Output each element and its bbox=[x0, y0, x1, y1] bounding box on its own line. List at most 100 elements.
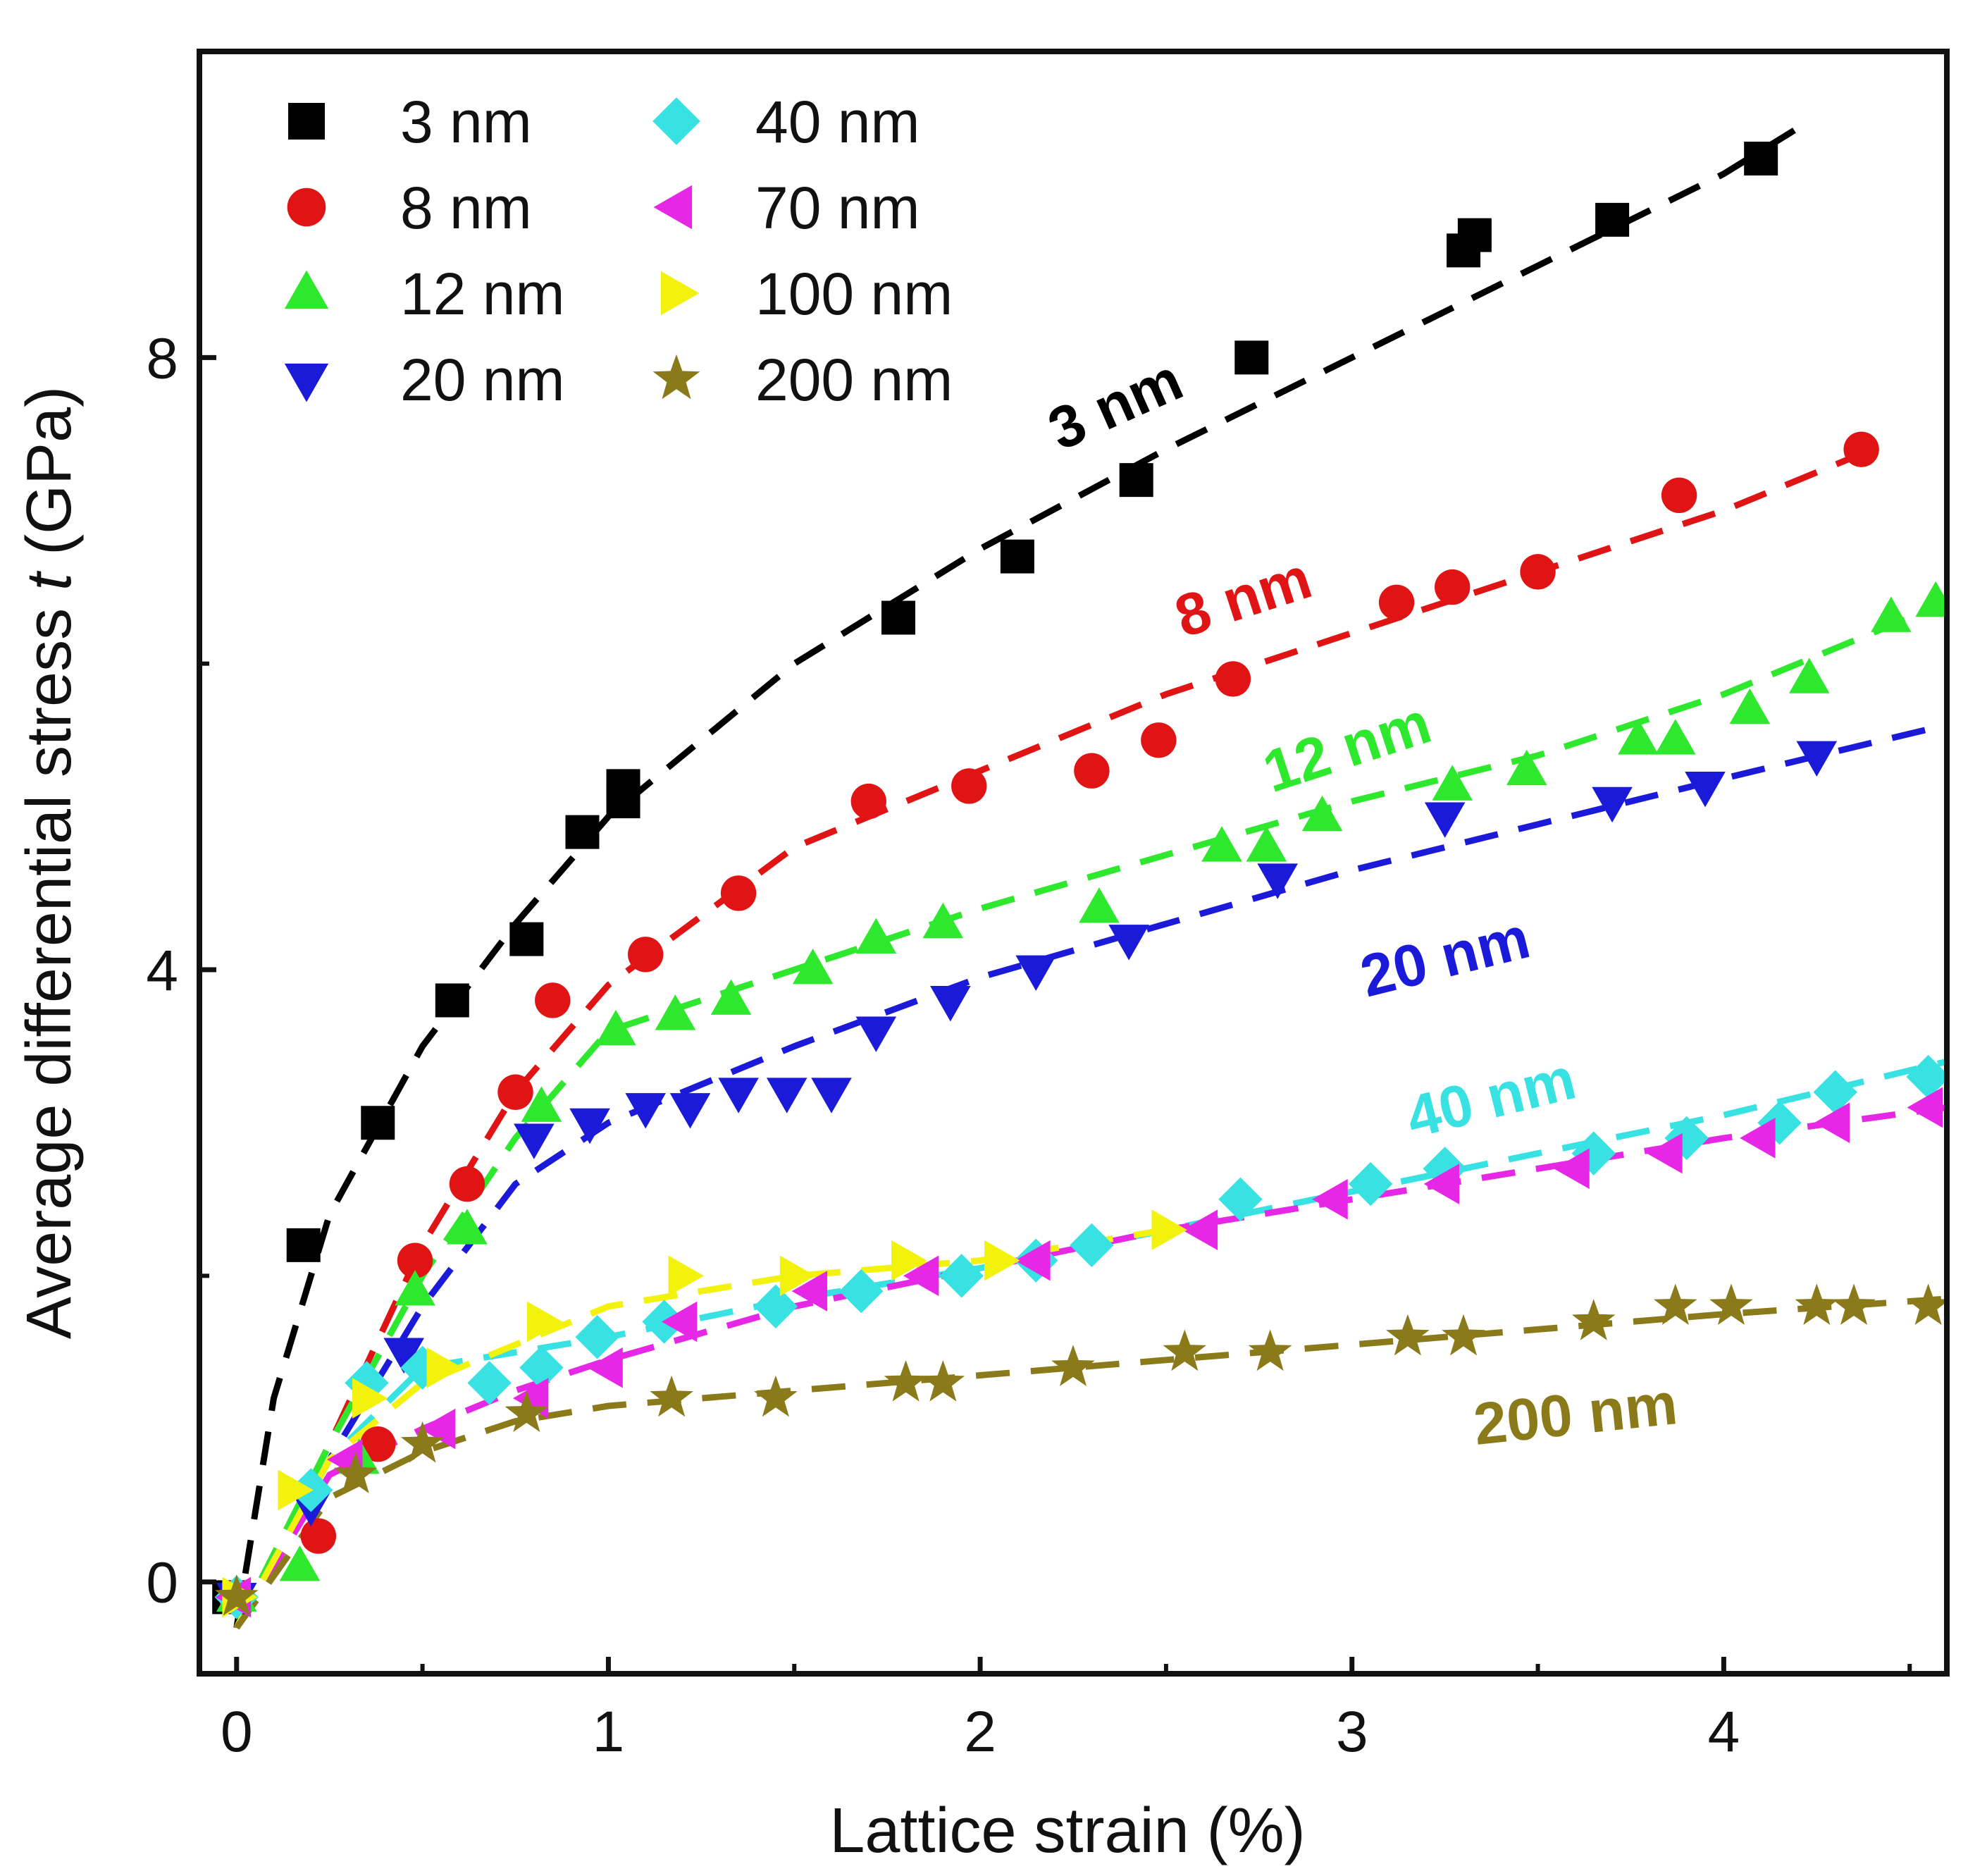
data-point bbox=[565, 815, 600, 849]
legend-item-40-nm: 40 nm bbox=[652, 89, 920, 155]
legend-label: 200 nm bbox=[755, 347, 953, 413]
legend-item-200-nm: 200 nm bbox=[652, 347, 953, 413]
data-point bbox=[1246, 826, 1287, 862]
data-point bbox=[467, 1361, 512, 1405]
data-point bbox=[1386, 1314, 1430, 1356]
data-point bbox=[1348, 1161, 1393, 1207]
curve-label-200-nm: 200 nm bbox=[1471, 1370, 1680, 1457]
data-point bbox=[1906, 1283, 1947, 1325]
data-point bbox=[1655, 719, 1696, 755]
data-point bbox=[1744, 142, 1778, 176]
data-point bbox=[1618, 719, 1659, 755]
data-point bbox=[1592, 786, 1633, 823]
data-point bbox=[1906, 1054, 1947, 1099]
data-point bbox=[627, 937, 664, 973]
data-point bbox=[1432, 765, 1473, 801]
data-point bbox=[519, 1345, 564, 1390]
y-tick-label: 8 bbox=[146, 326, 178, 390]
data-point bbox=[720, 875, 757, 911]
legend-label: 70 nm bbox=[755, 175, 920, 241]
data-point bbox=[1079, 887, 1120, 923]
data-point bbox=[535, 982, 571, 1018]
data-point bbox=[1832, 1283, 1876, 1325]
data-point bbox=[1654, 1283, 1697, 1325]
legend-item-100-nm: 100 nm bbox=[660, 261, 953, 327]
y-axis-title-suffix: (GPa) bbox=[14, 386, 85, 573]
data-point bbox=[1201, 826, 1242, 862]
data-point bbox=[1151, 1209, 1187, 1251]
data-point bbox=[352, 1378, 388, 1419]
data-point bbox=[881, 600, 915, 635]
data-point bbox=[514, 1123, 555, 1159]
legend-marker bbox=[284, 363, 329, 402]
legend-item-3-nm: 3 nm bbox=[288, 89, 532, 155]
legend-item-12-nm: 12 nm bbox=[284, 261, 564, 327]
data-point bbox=[1571, 1299, 1616, 1340]
data-point bbox=[811, 1078, 852, 1113]
data-point bbox=[1647, 1133, 1683, 1174]
data-point bbox=[1796, 741, 1838, 777]
data-point bbox=[939, 1254, 984, 1298]
data-point bbox=[1788, 658, 1830, 693]
data-point bbox=[1506, 749, 1547, 786]
legend-label: 3 nm bbox=[400, 89, 532, 155]
data-point bbox=[884, 1360, 928, 1402]
curve-label-3-nm: 3 nm bbox=[1039, 346, 1191, 463]
data-point bbox=[1234, 340, 1269, 375]
data-point bbox=[855, 1016, 897, 1052]
data-point bbox=[1015, 1240, 1051, 1281]
series-200-nm bbox=[215, 1283, 1947, 1616]
x-tick-label: 0 bbox=[221, 1700, 253, 1764]
data-point bbox=[655, 994, 696, 1030]
legend-marker bbox=[652, 97, 700, 145]
data-point bbox=[1520, 554, 1556, 590]
data-point bbox=[419, 1408, 456, 1450]
data-point bbox=[661, 1301, 698, 1343]
data-point bbox=[1257, 863, 1299, 899]
legend-item-8-nm: 8 nm bbox=[287, 175, 532, 241]
legend-marker bbox=[288, 103, 325, 140]
fit-line-40-nm bbox=[233, 1058, 1947, 1629]
data-point bbox=[1215, 661, 1251, 697]
legend-label: 100 nm bbox=[755, 261, 953, 327]
data-point bbox=[400, 1421, 445, 1463]
fit-line-200-nm bbox=[234, 1295, 1947, 1630]
data-point bbox=[1163, 1329, 1207, 1371]
data-point bbox=[1915, 581, 1947, 617]
data-point bbox=[1423, 1164, 1460, 1204]
data-point bbox=[569, 1108, 610, 1144]
data-point bbox=[395, 1270, 435, 1306]
data-point bbox=[669, 1093, 711, 1129]
data-point bbox=[1813, 1070, 1857, 1114]
y-axis-title: Average differential stress t (GPa) bbox=[14, 386, 85, 1339]
y-axis-title-symbol: t bbox=[14, 570, 85, 591]
data-point bbox=[1871, 596, 1912, 632]
curve-label-40-nm: 40 nm bbox=[1400, 1045, 1582, 1151]
data-point bbox=[1378, 584, 1415, 621]
data-point bbox=[984, 1240, 1020, 1281]
data-point bbox=[1757, 1100, 1802, 1145]
data-point bbox=[710, 979, 752, 1015]
data-point bbox=[1685, 772, 1726, 808]
data-point bbox=[839, 1269, 884, 1314]
data-point bbox=[1301, 795, 1343, 832]
data-point bbox=[300, 1518, 337, 1554]
x-axis-title: Lattice strain (%) bbox=[829, 1796, 1305, 1866]
legend-item-20-nm: 20 nm bbox=[284, 347, 564, 413]
data-point bbox=[435, 983, 469, 1018]
series-70-nm bbox=[215, 1087, 1943, 1618]
data-point bbox=[921, 1360, 965, 1402]
fit-line-100-nm bbox=[233, 1226, 1167, 1629]
fit-line-3-nm bbox=[233, 125, 1800, 1629]
data-point bbox=[1424, 802, 1466, 838]
data-point bbox=[779, 1255, 816, 1297]
data-point bbox=[505, 1390, 549, 1432]
data-point bbox=[1661, 477, 1697, 513]
data-point bbox=[575, 1315, 619, 1359]
data-point bbox=[855, 918, 897, 954]
data-point bbox=[850, 783, 886, 820]
legend-marker bbox=[284, 270, 329, 309]
fit-line-20-nm bbox=[233, 722, 1947, 1629]
data-point bbox=[1248, 1329, 1292, 1371]
legend-label: 40 nm bbox=[755, 89, 920, 155]
